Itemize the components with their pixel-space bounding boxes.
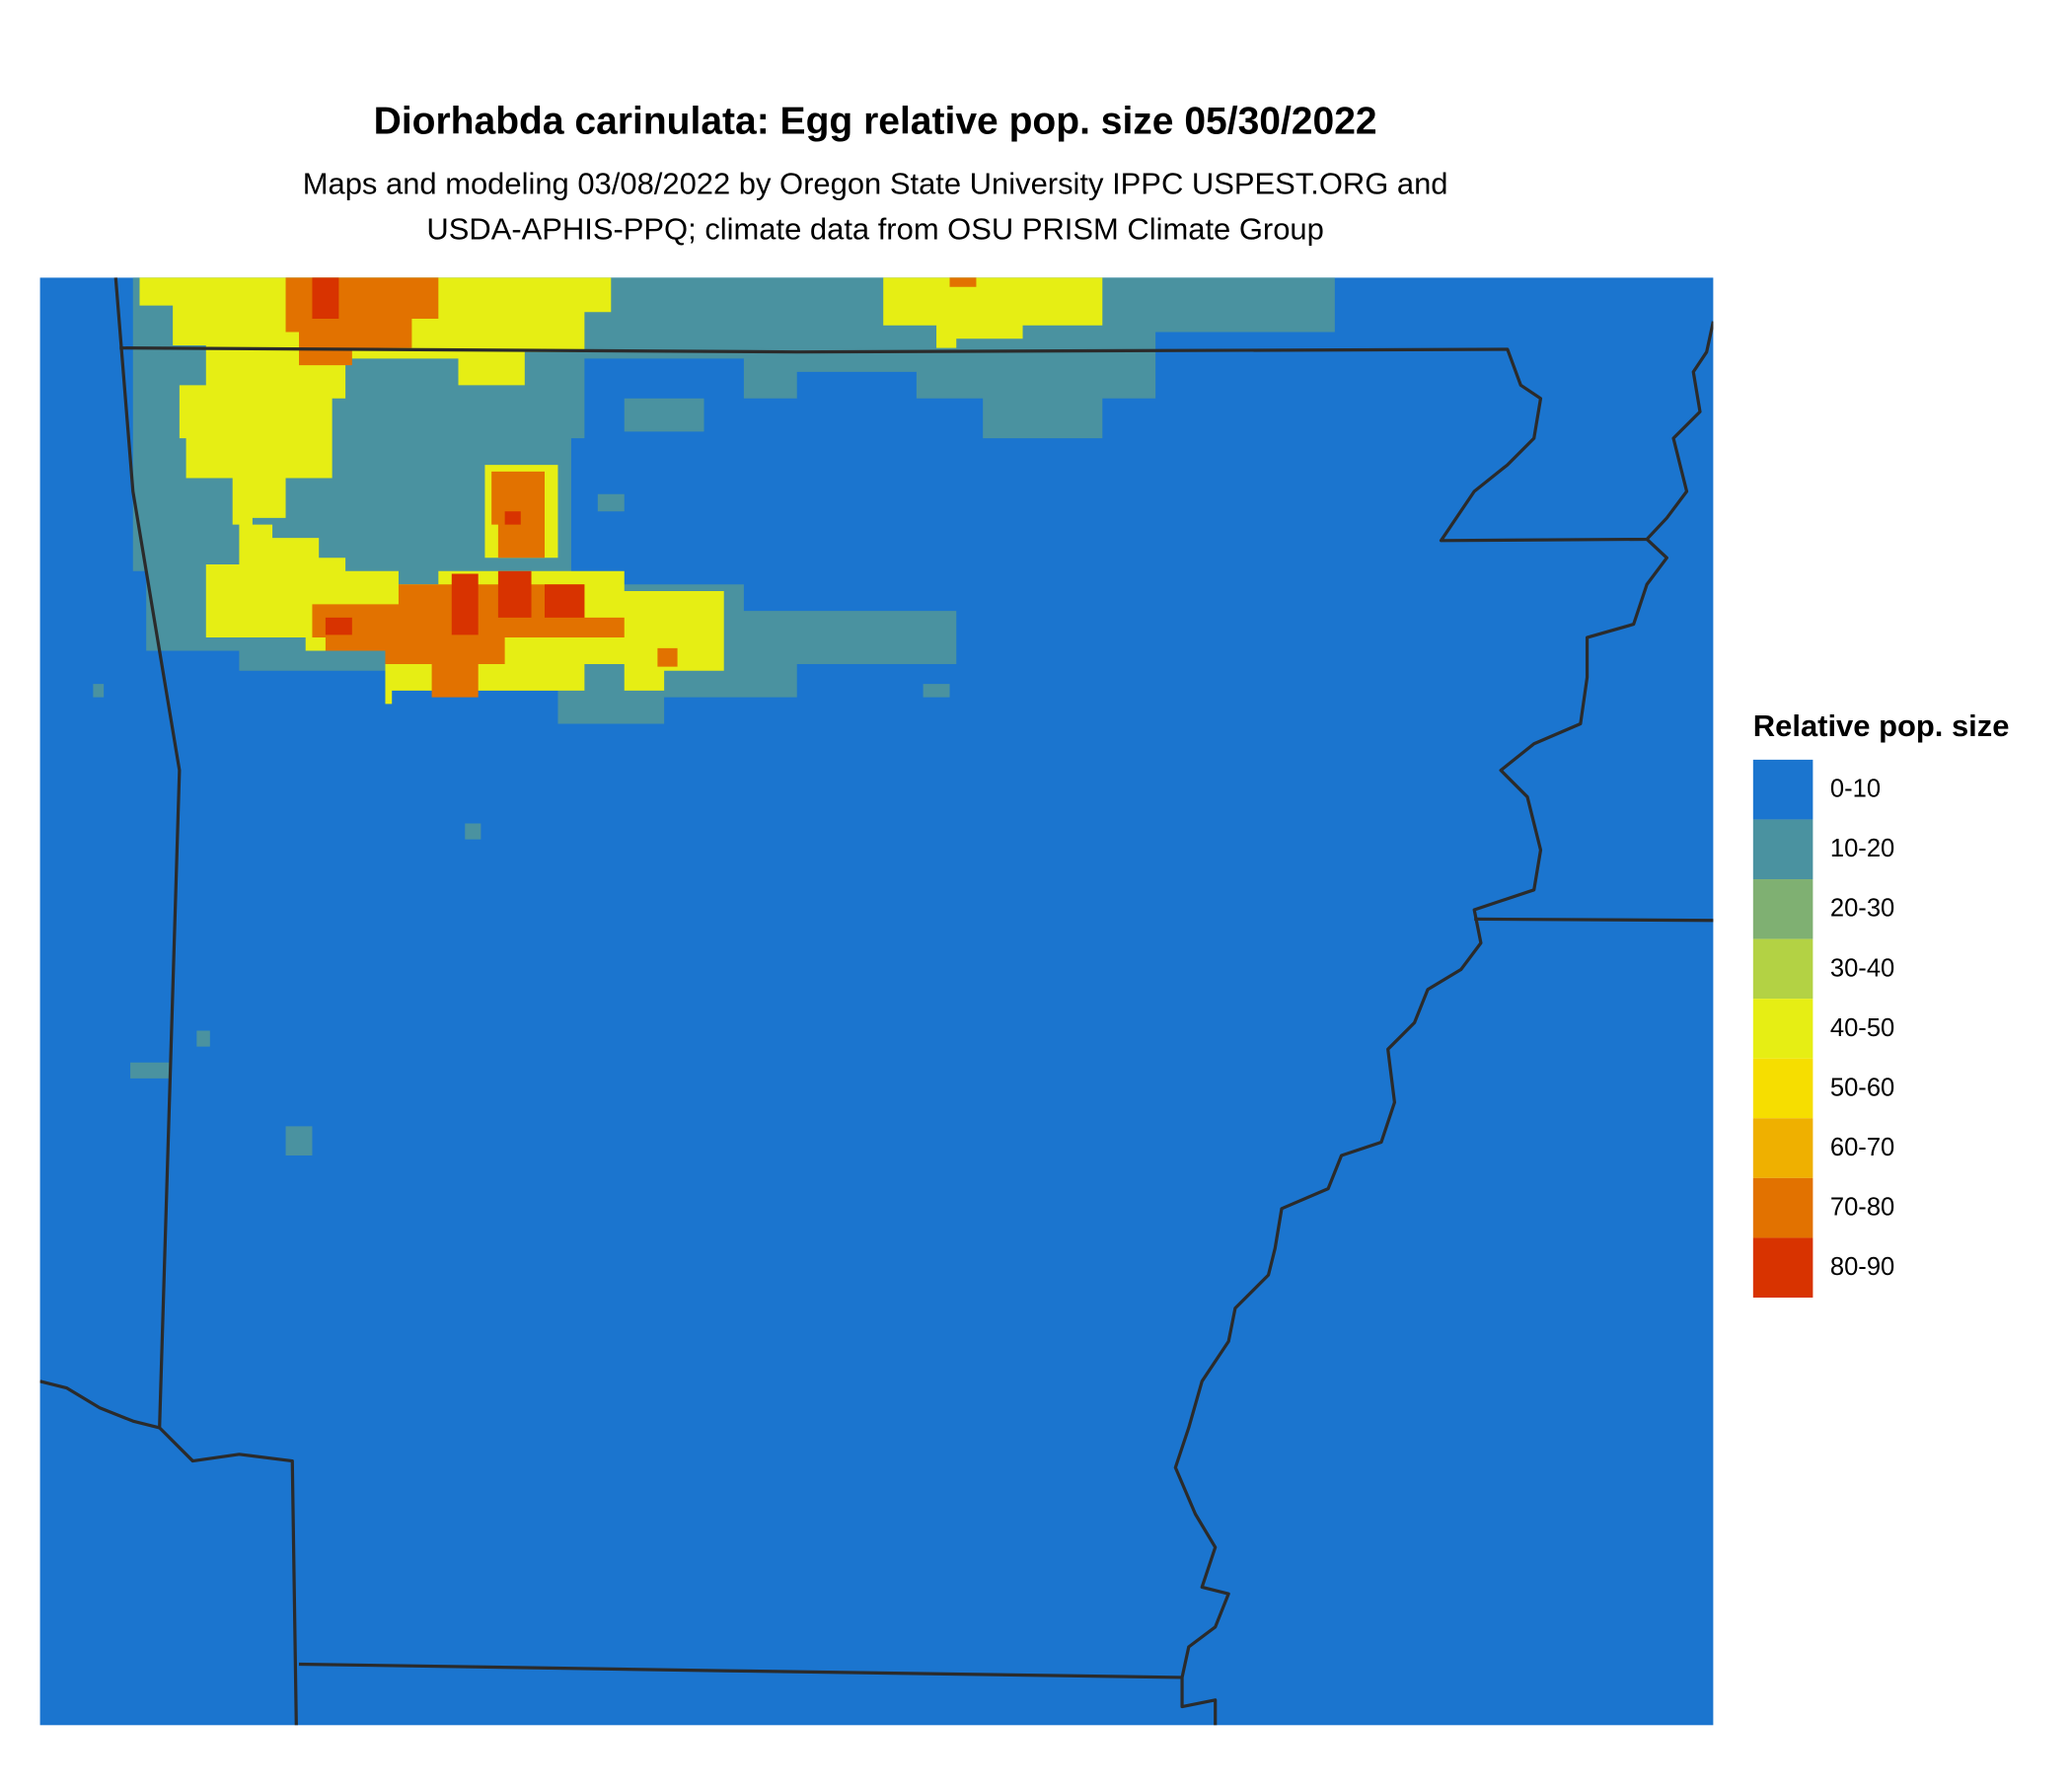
- legend-label: 50-60: [1830, 1074, 1894, 1101]
- legend-label: 60-70: [1830, 1134, 1894, 1161]
- legend-swatch: [1752, 879, 1813, 939]
- legend-label: 10-20: [1830, 835, 1894, 862]
- legend-swatch: [1752, 759, 1813, 820]
- legend-label: 80-90: [1830, 1253, 1894, 1281]
- raster-zone: [484, 277, 1103, 559]
- legend-swatch: [1752, 1058, 1813, 1119]
- state-border: [1173, 538, 1668, 1726]
- legend-label: 20-30: [1830, 895, 1894, 923]
- legend-swatch: [1752, 1177, 1813, 1238]
- legend-swatch: [1752, 819, 1813, 880]
- state-border: [113, 277, 298, 1726]
- map-subtitle: Maps and modeling 03/08/2022 by Oregon S…: [303, 167, 1448, 201]
- raster-zone: [312, 277, 585, 635]
- state-border: [39, 1379, 161, 1430]
- legend-title: Relative pop. size: [1753, 708, 2010, 743]
- map-panel: [39, 277, 1714, 1726]
- legend-label: 40-50: [1830, 1014, 1894, 1042]
- legend-swatch: [1752, 938, 1813, 1000]
- legend-label: 70-80: [1830, 1194, 1894, 1222]
- legend-label: 0-10: [1830, 776, 1881, 803]
- map-title: Diorhabda carinulata: Egg relative pop. …: [374, 100, 1377, 142]
- legend-swatch: [1752, 1237, 1813, 1298]
- legend-label: 30-40: [1830, 954, 1894, 982]
- legend-swatch: [1752, 999, 1813, 1059]
- legend-swatch: [1752, 1118, 1813, 1178]
- map-subtitle: USDA-APHIS-PPQ; climate data from OSU PR…: [426, 211, 1323, 246]
- state-border: [119, 321, 1714, 543]
- state-border: [1474, 917, 1714, 923]
- state-border: [298, 1662, 1183, 1679]
- legend: Relative pop. size 0-10 10-20 20-30 30-40 40…: [1752, 708, 2010, 1298]
